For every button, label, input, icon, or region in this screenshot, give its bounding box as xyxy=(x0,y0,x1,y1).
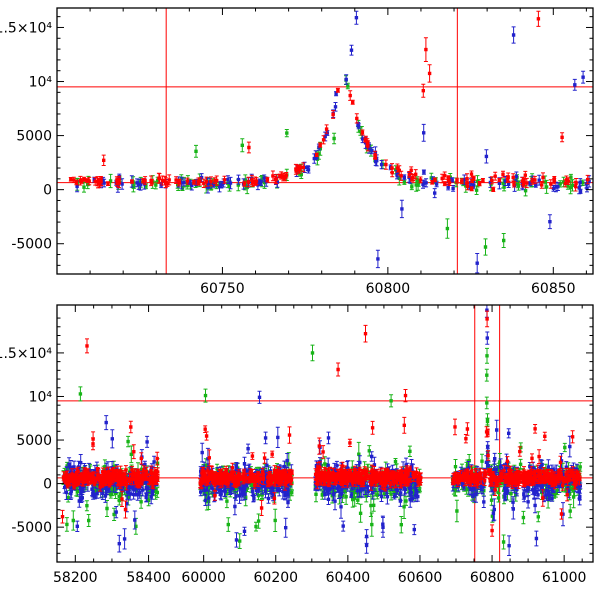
y-tick-label: 5000 xyxy=(16,433,52,449)
x-tick-label: 60850 xyxy=(531,281,576,297)
x-tick-label: 60800 xyxy=(470,570,515,586)
green-series-error-bars xyxy=(61,344,583,550)
blue-series-error-bars xyxy=(75,10,592,274)
blue-series-markers xyxy=(62,308,583,548)
green-series-markers xyxy=(61,351,582,544)
panel-top-tick-labels: 60750 60800 60850 -5000 0 5000 10⁴ 1.5×10⁴ xyxy=(0,21,576,298)
panel-bottom-data xyxy=(57,305,593,562)
y-tick-label: 1.5×10⁴ xyxy=(0,346,52,362)
y-tick-label: -5000 xyxy=(11,237,52,253)
x-tick-label: 60400 xyxy=(326,570,371,586)
x-tick-label: 61000 xyxy=(542,570,587,586)
panel-bottom-ticks xyxy=(56,305,593,563)
panel-top-data xyxy=(57,8,593,274)
red-series-markers xyxy=(69,17,590,192)
y-tick-label: -5000 xyxy=(11,520,52,536)
x-tick-label: 60800 xyxy=(366,281,411,297)
panel-top-ticks xyxy=(56,8,593,274)
panel-top-frame xyxy=(56,7,594,275)
blue-series-error-bars xyxy=(62,305,583,556)
x-tick-label: 60200 xyxy=(254,570,299,586)
x-tick-label: 60000 xyxy=(181,570,226,586)
panel-bottom-tick-labels: 58200 58400 60000 60200 60400 60600 60800 61000… xyxy=(0,346,586,586)
y-tick-label: 5000 xyxy=(16,129,52,145)
red-series-error-bars xyxy=(68,10,590,192)
x-tick-label: 58400 xyxy=(126,570,171,586)
panel-bottom-frame xyxy=(56,304,594,563)
green-series-markers xyxy=(75,78,585,249)
x-tick-label: 60600 xyxy=(398,570,443,586)
blue-series-markers xyxy=(75,16,591,265)
y-tick-label: 0 xyxy=(43,477,52,493)
y-tick-label: 10⁴ xyxy=(29,390,53,406)
x-tick-label: 58200 xyxy=(53,570,98,586)
y-tick-label: 0 xyxy=(43,183,52,199)
y-tick-label: 10⁴ xyxy=(29,75,53,91)
y-tick-label: 1.5×10⁴ xyxy=(0,21,52,37)
x-tick-label: 60750 xyxy=(200,281,245,297)
green-series-error-bars xyxy=(75,75,585,256)
